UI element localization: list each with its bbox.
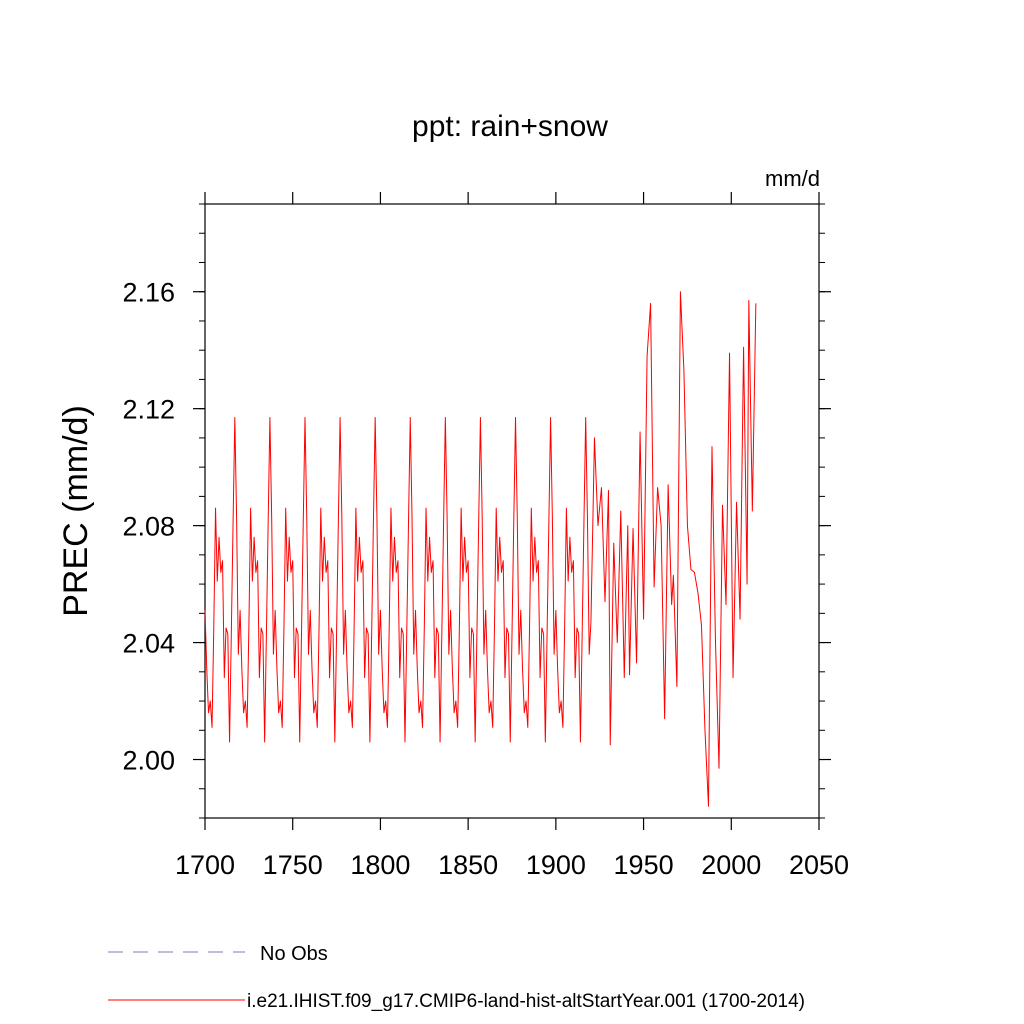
x-tick-label: 2050 bbox=[789, 850, 849, 880]
units-label: mm/d bbox=[765, 166, 820, 191]
x-tick-label: 1750 bbox=[263, 850, 323, 880]
y-tick-label: 2.08 bbox=[122, 512, 175, 542]
x-tick-label: 1700 bbox=[175, 850, 235, 880]
legend-label-model-run: i.e21.IHIST.f09_g17.CMIP6-land-hist-altS… bbox=[247, 991, 805, 1012]
x-tick-label: 1850 bbox=[438, 850, 498, 880]
x-tick-label: 1800 bbox=[350, 850, 410, 880]
legend-label-no-obs: No Obs bbox=[260, 943, 328, 965]
legend: No Obs i.e21.IHIST.f09_g17.CMIP6-land-hi… bbox=[108, 943, 805, 1012]
y-tick-label: 2.16 bbox=[122, 278, 175, 308]
y-tick-label: 2.04 bbox=[122, 629, 175, 659]
plot-frame bbox=[204, 203, 820, 819]
chart-title: ppt: rain+snow bbox=[412, 110, 608, 143]
y-tick-label: 2.00 bbox=[122, 746, 175, 776]
y-axis: 2.00 2.04 2.08 2.12 2.16 bbox=[122, 203, 831, 819]
x-tick-label: 1900 bbox=[526, 850, 586, 880]
x-axis: 1700 1750 1800 1850 1900 1950 2000 2050 bbox=[175, 192, 849, 880]
y-axis-label: PREC (mm/d) bbox=[57, 405, 95, 617]
x-tick-label: 1950 bbox=[614, 850, 674, 880]
series-line-model-run bbox=[204, 291, 757, 807]
y-tick-label: 2.12 bbox=[122, 395, 175, 425]
x-tick-label: 2000 bbox=[701, 850, 761, 880]
plot-area: 1700 1750 1800 1850 1900 1950 2000 2050 2.002.0… bbox=[122, 192, 849, 880]
